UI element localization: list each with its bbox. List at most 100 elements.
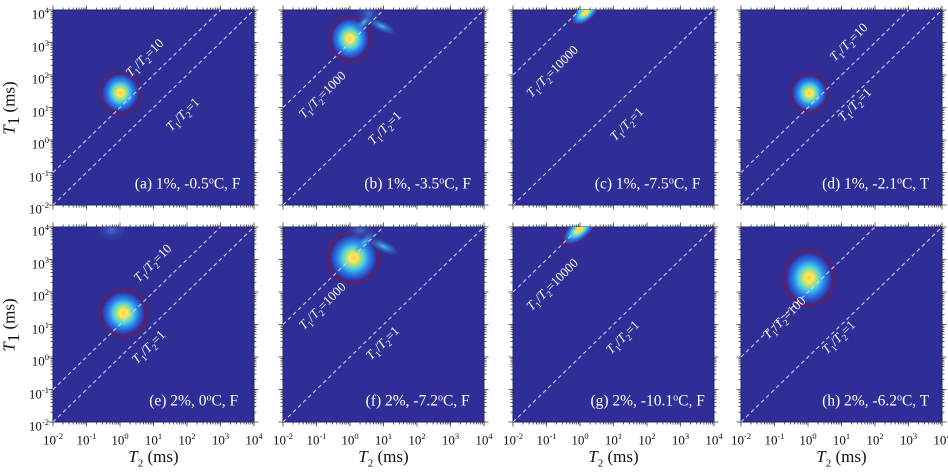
panel-condition-label: (d) 1%, -2.1oC, T	[822, 175, 930, 192]
x-tick-label: 100	[111, 431, 129, 448]
peak-blob-wing	[368, 237, 399, 256]
x-tick-label: 103	[671, 431, 690, 448]
peak-blob-main	[558, 227, 601, 249]
x-tick-label: 10-2	[730, 431, 752, 448]
panel-condition-label: (e) 2%, 0oC, F	[149, 392, 238, 409]
axis-ticks	[48, 222, 259, 427]
axis-ticks	[736, 222, 947, 427]
panel-g: T1/T2=10000 T1/T2=1 (g) 2%, -10.1oC, F	[506, 220, 721, 434]
ratio-line-label: T1/T2=1	[365, 108, 406, 149]
x-tick-label: 10-1	[764, 431, 785, 448]
x-tick-label: 100	[799, 431, 817, 448]
x-axis-label: T2 (ms)	[588, 447, 639, 470]
peak-blob-main	[95, 285, 151, 341]
peak-blob-wing	[367, 18, 396, 35]
axis-ticks	[48, 5, 259, 210]
x-tick-label: 101	[832, 431, 851, 448]
peak-blob-main	[787, 70, 832, 116]
x-tick-label: 100	[341, 431, 359, 448]
panel-condition-label: (c) 1%, -7.5oC, F	[595, 175, 701, 192]
x-tick-label: 10-1	[76, 431, 97, 448]
x-tick-label: 101	[604, 431, 623, 448]
ratio-line	[283, 227, 384, 325]
panel-f: T1/T2=1000 T1/T2=1 (f) 2%, -7.2oC, F	[276, 220, 491, 434]
panel-b: T1/T2=1000 T1/T2=1 (b) 1%, -3.5oC, F	[276, 3, 491, 217]
x-axis-label: T2 (ms)	[128, 447, 179, 470]
y-tick-label: 104	[31, 222, 49, 239]
y-tick-label: 10-2	[28, 200, 49, 217]
ratio-line	[53, 227, 221, 390]
y-tick-label: 10-1	[28, 167, 49, 184]
x-tick-label: 10-1	[306, 431, 327, 448]
peak-blob-faint	[344, 227, 376, 240]
ratio-line	[283, 10, 484, 205]
y-tick-label: 104	[31, 5, 49, 22]
x-tick-label: 102	[866, 431, 884, 448]
peak-blob-main	[568, 10, 603, 29]
y-tick-label: 103	[31, 254, 49, 271]
y-tick-label: 103	[31, 37, 49, 54]
x-tick-label: 10-2	[42, 431, 64, 448]
peak-blob-faint	[96, 227, 127, 241]
panel-condition-label: (b) 1%, -3.5oC, F	[364, 175, 471, 192]
panel-condition-label: (h) 2%, -6.2oC, T	[822, 392, 930, 409]
x-tick-label: 103	[211, 431, 230, 448]
peak-blob-faint	[355, 10, 382, 23]
x-axis-label: T2 (ms)	[358, 447, 409, 470]
ratio-line-label: T1/T2=1	[163, 94, 204, 135]
x-tick-label: 102	[638, 431, 656, 448]
ratio-line	[283, 227, 484, 422]
x-tick-label: 104	[705, 431, 723, 448]
y-tick-label: 100	[31, 352, 49, 369]
ratio-line	[53, 227, 254, 422]
ratio-line	[53, 10, 254, 205]
axis-ticks	[508, 222, 719, 427]
x-tick-label: 100	[571, 431, 589, 448]
x-tick-label: 10-1	[536, 431, 557, 448]
x-tick-label: 101	[374, 431, 393, 448]
panel-a: T1/T2=10 T1/T2=1 (a) 1%, -0.5oC, F	[46, 3, 261, 217]
axis-ticks	[736, 5, 947, 210]
panel-e: T1/T2=10 T1/T2=1 (e) 2%, 0oC, F	[46, 220, 261, 434]
ratio-line	[741, 10, 942, 205]
ratio-line-label: T1/T2=1000	[295, 68, 350, 123]
ratio-line	[513, 10, 581, 76]
x-tick-label: 103	[899, 431, 918, 448]
panel-d: T1/T2=10 T1/T2=1 (d) 1%, -2.1oC, T	[734, 3, 948, 217]
panel-condition-label: (g) 2%, -10.1oC, F	[590, 392, 705, 409]
x-tick-label: 104	[245, 431, 263, 448]
y-tick-label: 101	[31, 102, 49, 119]
x-tick-label: 10-2	[272, 431, 294, 448]
ratio-line	[741, 227, 876, 358]
y-tick-label: 102	[31, 70, 49, 87]
ratio-line	[741, 10, 909, 173]
panel-condition-label: (f) 2%, -7.2oC, F	[366, 392, 470, 409]
x-tick-label: 102	[178, 431, 196, 448]
panel-b-plot: T1/T2=1000 T1/T2=1 (b) 1%, -3.5oC, F	[278, 5, 489, 210]
y-tick-label: 101	[31, 319, 49, 336]
axis-ticks	[278, 5, 489, 210]
x-tick-label: 103	[441, 431, 460, 448]
x-tick-label: 102	[408, 431, 426, 448]
y-tick-label: 10-2	[28, 417, 49, 434]
y-tick-label: 100	[31, 135, 49, 152]
ratio-line	[513, 227, 581, 293]
peak-blob-main	[96, 68, 144, 118]
ratio-line	[741, 227, 942, 422]
ratio-line	[53, 10, 221, 173]
axis-ticks	[508, 5, 719, 210]
x-tick-label: 104	[933, 431, 948, 448]
ratio-line	[513, 227, 714, 422]
ratio-line	[513, 10, 714, 205]
x-axis-label: T2 (ms)	[816, 447, 867, 470]
y-tick-label: 102	[31, 287, 49, 304]
axis-ticks	[278, 222, 489, 427]
x-tick-label: 104	[475, 431, 493, 448]
